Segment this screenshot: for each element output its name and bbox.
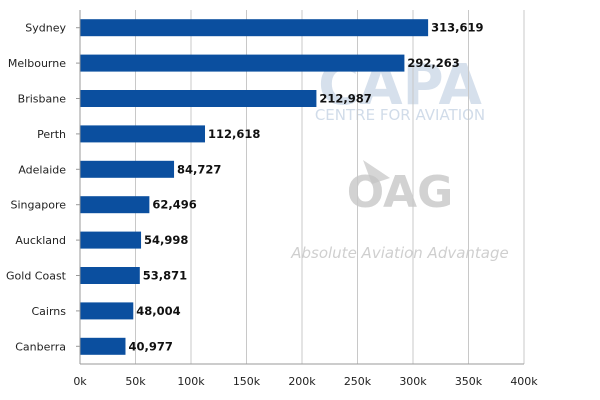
category-label: Perth (37, 128, 66, 141)
category-label: Sydney (25, 22, 66, 35)
data-label: 54,998 (144, 233, 188, 247)
x-tick-label: 400k (510, 375, 538, 388)
data-label: 62,496 (152, 198, 196, 212)
x-tick-label: 0k (73, 375, 87, 388)
bar (80, 160, 175, 178)
bar (80, 125, 206, 143)
oag-tagline: Absolute Aviation Advantage (290, 244, 509, 262)
axis: 0k 50k 100k 150k 200k 250k 300k 350k 400k (73, 10, 538, 388)
category-label: Brisbane (18, 93, 67, 106)
data-label: 313,619 (431, 21, 483, 35)
category-label: Melbourne (8, 57, 66, 70)
bar (80, 267, 140, 284)
watermark: CAPA CENTRE FOR AVIATION OAG Absolute Av… (290, 53, 509, 262)
capa-subtitle: CENTRE FOR AVIATION (315, 106, 485, 124)
bars (80, 19, 429, 355)
x-tick-label: 300k (399, 375, 427, 388)
bar (80, 196, 150, 214)
x-tick-label: 350k (455, 375, 483, 388)
bar (80, 90, 317, 107)
bar (80, 337, 126, 355)
category-label: Adelaide (18, 163, 66, 176)
data-label: 84,727 (177, 162, 221, 176)
data-label: 212,987 (319, 92, 371, 106)
bar (80, 231, 142, 249)
data-label: 40,977 (128, 339, 172, 353)
category-label: Cairns (31, 305, 66, 318)
x-tick-label: 250k (344, 375, 372, 388)
category-label: Auckland (15, 234, 66, 247)
data-label: 292,263 (407, 56, 459, 70)
labels: Sydney 313,619 Melbourne 292,263 Brisbane 212… (6, 21, 483, 354)
x-tick-label: 50k (125, 375, 146, 388)
oag-logo: OAG (347, 167, 453, 218)
x-tick-label: 150k (233, 375, 261, 388)
bar (80, 54, 405, 72)
bar (80, 19, 429, 37)
oag-swoosh-icon (363, 160, 390, 184)
bar (80, 302, 134, 320)
category-label: Singapore (11, 199, 67, 212)
data-label: 112,618 (208, 127, 260, 141)
category-label: Canberra (15, 340, 66, 353)
x-tick-label: 100k (177, 375, 205, 388)
data-label: 53,871 (143, 269, 187, 283)
x-tick-label: 200k (288, 375, 316, 388)
data-label: 48,004 (136, 304, 180, 318)
category-label: Gold Coast (6, 270, 67, 283)
